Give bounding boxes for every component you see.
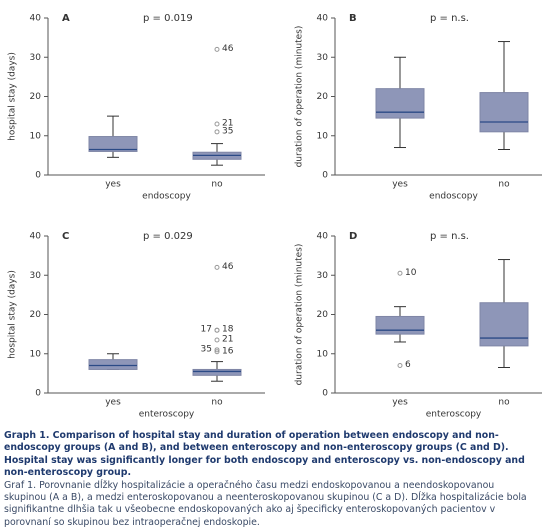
outlier (214, 349, 220, 355)
box (375, 315, 425, 335)
annotation: p = 0.019 (143, 13, 193, 24)
y-tick-label: 20 (30, 310, 42, 320)
x-tick-label: yes (392, 398, 408, 408)
y-tick-label: 40 (317, 232, 329, 242)
y-tick-label: 40 (30, 232, 42, 242)
y-tick-label: 0 (322, 171, 328, 181)
outlier-label: 6 (405, 360, 411, 370)
x-tick-label: yes (105, 398, 121, 408)
y-tick-label: 30 (317, 271, 329, 281)
x-axis-label: enteroscopy (139, 410, 195, 420)
y-axis-label: hospital stay (days) (8, 52, 18, 141)
outlier-label: 10 (405, 268, 417, 278)
caption-text: Graf 1. Porovnanie dĺžky hospitalizácie … (4, 479, 527, 528)
y-axis-label: hospital stay (days) (8, 270, 18, 359)
outlier (397, 363, 403, 369)
outlier-label: 35 (201, 344, 212, 354)
y-tick-label: 0 (35, 171, 41, 181)
outlier (214, 121, 220, 127)
outlier (214, 46, 220, 52)
annotation: p = n.s. (430, 231, 469, 242)
x-axis-label: endoscopy (429, 192, 478, 202)
x-tick-label: no (498, 398, 510, 408)
outlier (214, 327, 220, 333)
outlier-label: 18 (222, 325, 234, 335)
box (479, 92, 529, 133)
x-tick-label: yes (105, 180, 121, 190)
panel-label: B (349, 13, 357, 24)
y-axis-label: duration of operation (minutes) (295, 244, 305, 386)
box (192, 368, 242, 376)
y-axis-label: duration of operation (minutes) (295, 26, 305, 168)
y-tick-label: 10 (317, 131, 329, 141)
caption: Graph 1. Comparison of hospital stay and… (4, 430, 538, 529)
outlier (214, 337, 220, 343)
outlier (214, 347, 220, 353)
panel-label: D (349, 231, 357, 242)
x-axis-label: enteroscopy (426, 410, 482, 420)
x-tick-label: no (498, 180, 510, 190)
x-tick-label: no (211, 398, 223, 408)
y-tick-label: 10 (317, 349, 329, 359)
annotation: p = n.s. (430, 13, 469, 24)
y-tick-label: 40 (317, 14, 329, 24)
y-tick-label: 20 (30, 92, 42, 102)
y-tick-label: 20 (317, 92, 329, 102)
box (88, 359, 138, 370)
outlier-label: 17 (201, 325, 212, 335)
x-tick-label: no (211, 180, 223, 190)
panel-label: C (62, 231, 69, 242)
y-tick-label: 20 (317, 310, 329, 320)
x-tick-label: yes (392, 180, 408, 190)
box (375, 88, 425, 119)
outlier (214, 129, 220, 135)
outlier-label: 46 (222, 262, 234, 272)
y-tick-label: 10 (30, 131, 42, 141)
outlier (214, 264, 220, 270)
outlier-label: 46 (222, 44, 234, 54)
y-tick-label: 40 (30, 14, 42, 24)
y-tick-label: 0 (322, 389, 328, 399)
x-axis-label: endoscopy (142, 192, 191, 202)
y-tick-label: 30 (30, 53, 42, 63)
panel-label: A (62, 13, 70, 24)
y-tick-label: 10 (30, 349, 42, 359)
outlier-label: 21 (222, 335, 233, 345)
caption-title: Graph 1. Comparison of hospital stay and… (4, 430, 525, 479)
outlier-label: 16 (222, 346, 234, 356)
y-tick-label: 30 (30, 271, 42, 281)
annotation: p = 0.029 (143, 231, 193, 242)
box (88, 136, 138, 152)
y-tick-label: 30 (317, 53, 329, 63)
y-tick-label: 0 (35, 389, 41, 399)
outlier-label: 21 (222, 118, 233, 128)
box (479, 302, 529, 347)
outlier (397, 270, 403, 276)
outlier-label: 35 (222, 126, 233, 136)
